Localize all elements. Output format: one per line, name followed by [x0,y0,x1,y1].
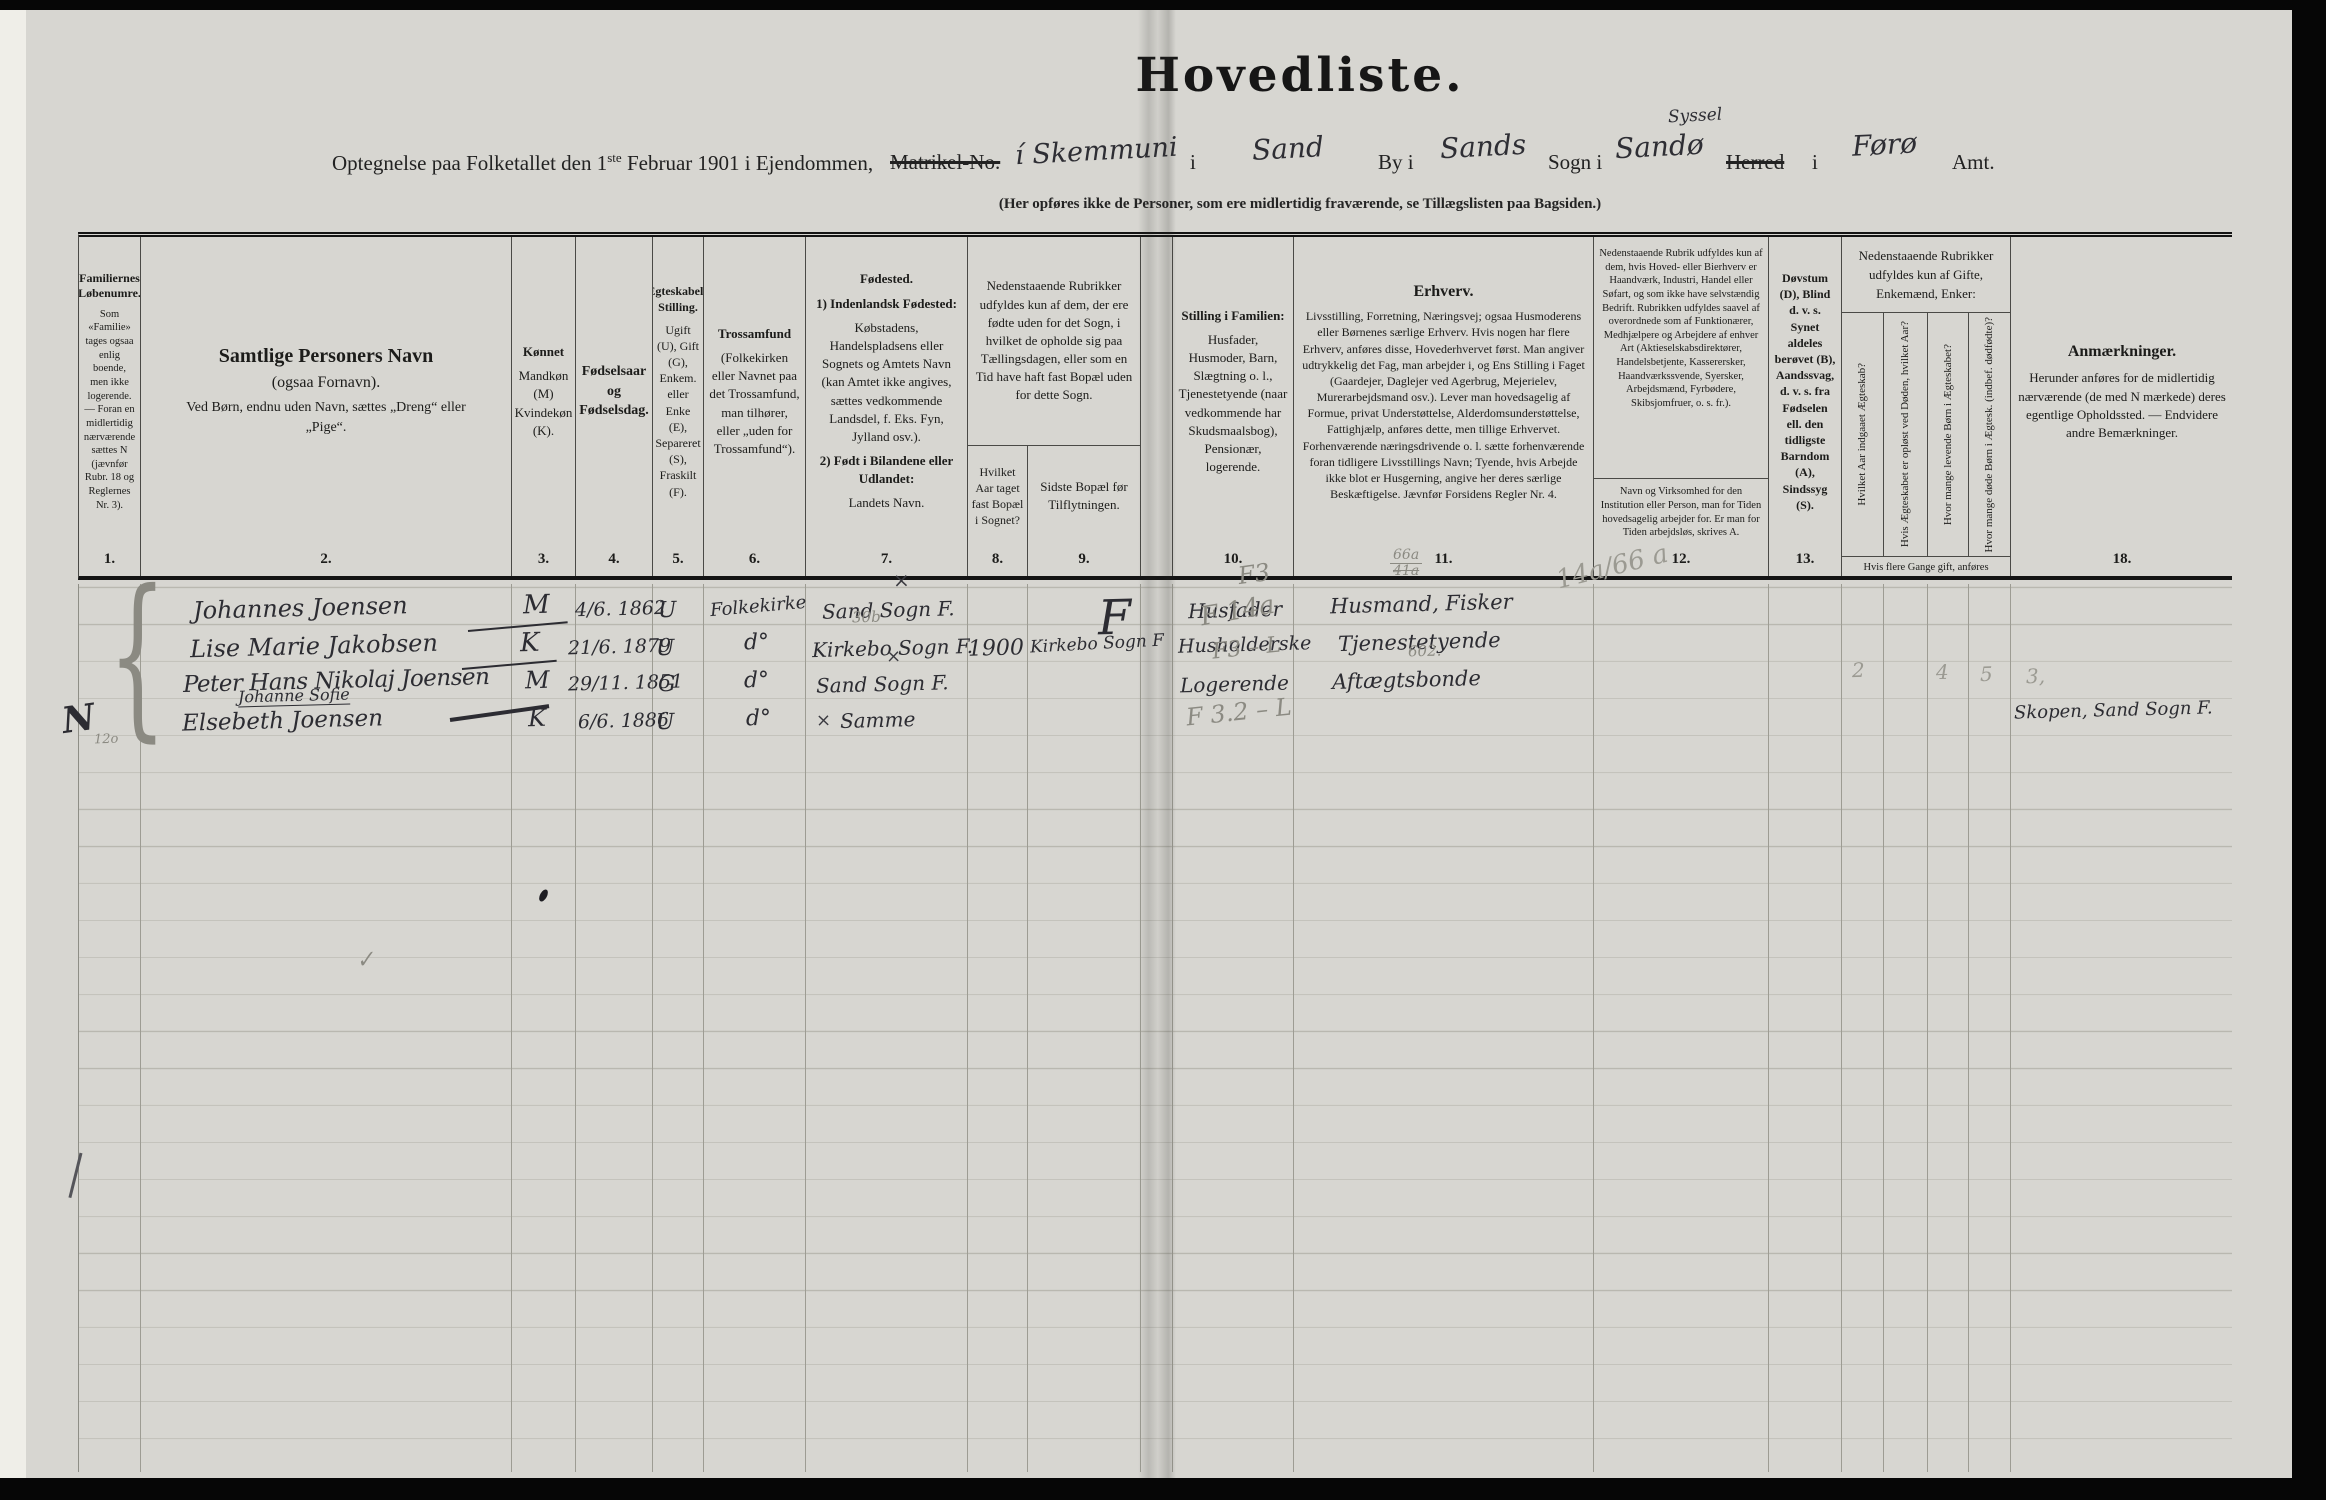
cell-column-17 [1969,584,2011,1472]
cell-column-9 [1028,584,1141,1472]
column-header-family-number: Familiernes Løbenumre. Som «Familie» tage… [79,237,141,576]
cell-column-7 [806,584,968,1472]
column-header-name: Samtlige Personers Navn (ogsaa Fornavn). V… [141,237,512,576]
pencil-tally-col18: 3, [2025,663,2046,689]
column-header-marriage-year: Hvilket Aar indgaaet Ægteskab? [1842,312,1884,557]
entry-sex: K [527,703,547,733]
column-header-settled-year: Hvilket Aar taget fast Bopæl i Sognet? 8… [968,446,1028,576]
by-label: By i [1378,150,1414,174]
entry-faith-ditto: d° [743,667,770,694]
cell-column-13 [1769,584,1842,1472]
syssel-handwritten: Syssel [1667,104,1723,128]
entry-faith-ditto: d° [743,629,770,656]
cell-column-1 [79,584,141,1472]
label-i-1: i [1190,150,1196,174]
cell-fold [1141,584,1173,1472]
instruction-note: (Her opføres ikke de Personer, som ere m… [998,196,1602,212]
cell-column-5 [653,584,704,1472]
column-header-birthplace: Fødested. 1) Indenlandsk Fødested: Købstad… [806,237,968,576]
birthplace-code-pencil: 30b [851,607,881,627]
x-mark: × [892,567,911,593]
cell-column-8 [968,584,1028,1472]
x-mark: × [815,709,832,732]
position-code-pencil: F3 [1236,557,1272,591]
entry-marital: U [655,709,675,736]
entry-name: Johannes Joensen [192,591,408,625]
cell-column-2 [141,584,512,1472]
entry-name: Elsebeth Joensen [181,705,384,737]
column-header-last-residence: Sidste Bopæl før Tilflytningen. 9. [1040,478,1128,567]
cell-column-6 [704,584,806,1472]
column-header-children-dead: Hvor mange døde Børn i Ægtesk. (indbef. … [1983,316,1996,553]
sogn-label: Sogn i [1548,150,1603,174]
by-handwritten: Sand [1251,130,1325,167]
n-margin-mark: N [59,695,98,743]
subtitle-prefix: Optegnelse paa Folketallet den 1ste Febr… [332,150,874,175]
family-brace-mark: { [108,552,167,758]
cell-column-14 [1842,584,1884,1472]
cell-column-3 [512,584,576,1472]
pencil-tally-col16: 4 [1935,659,1950,685]
matrikel-label-struck: Matrikel-No. [890,150,1001,174]
pencil-tally-col17: 5 [1979,661,1994,687]
occupation-code-fraction: 66a 41a [1390,547,1423,580]
entry-birthplace: Sand Sogn F. [821,596,955,624]
column-header-employer-bottom: Navn og Virksomhed for den Institution e… [1594,478,1768,546]
entry-occupation: Aftægtsbonde [1331,666,1482,694]
column-header-remarks: Anmærkninger. Herunder anføres for de mid… [2018,342,2226,567]
herred-handwritten: Sandø [1614,127,1705,166]
entry-marital: U [655,635,675,662]
column-header-sex: Kønnet Mandkøn (M) Kvindekøn (K). 3. [512,237,576,576]
entry-birthplace-same: Samme [839,707,916,733]
n-margin-code: 12o [93,731,119,748]
column-header-disabilities: Døvstum (D), Blind d. v. s. Synet aldele… [1769,237,1842,576]
table-body-grid [78,584,2232,1472]
cell-column-15 [1884,584,1928,1472]
entry-occupation: Husmand, Fisker [1329,589,1513,619]
entry-marital: U [657,597,677,624]
scan-edge [0,10,26,1478]
cell-column-11 [1294,584,1594,1472]
column-header-marriage-dissolved: Hvis Ægteskabet er opløst ved Døden, hvi… [1884,312,1928,557]
column-header-birthdate: Fødselsaar og Fødselsdag. 4. [576,237,653,576]
book-fold-gutter [1141,237,1173,576]
cell-column-10 [1173,584,1294,1472]
x-mark: × [885,645,902,668]
label-i-2: i [1812,150,1818,174]
column-header-household-position: Stilling i Familien: Husfader, Husmoder, … [1173,237,1294,576]
entry-marital: G [657,671,676,698]
marriage-group-footnote: Hvis flere Gange gift, anføres Oplysning… [1842,556,2010,576]
sogn-handwritten: Sands [1439,127,1528,166]
entry-birthplace: Sand Sogn F. [815,670,949,698]
entry-settled-year: 1900 [967,635,1025,662]
column-header-migration-group: Nedenstaaende Rubrikker udfyldes kun af … [968,237,1141,576]
amt-label: Amt. [1952,150,1995,174]
entry-sex: M [522,589,551,621]
page-title: Hovedliste. [1135,48,1465,103]
cell-column-16 [1928,584,1969,1472]
column-header-children-living: Hvor mange levende Børn i Ægteskabet? [1928,312,1969,557]
column-header-faith: Trossamfund (Folkekirken eller Navnet paa… [704,237,806,576]
entry-sex: K [519,627,540,659]
table-header: Familiernes Løbenumre. Som «Familie» tage… [78,232,2232,580]
column-header-employer: Nedenstaaende Rubrik udfyldes kun af dem… [1594,237,1769,576]
entry-faith-ditto: d° [745,705,772,732]
column-header-marriage-group: Nedenstaaende Rubrikker udfyldes kun af … [1842,237,2011,576]
cell-column-12 [1594,584,1769,1472]
pen-flourish-f: F [1097,589,1133,647]
amt-handwritten: Førø [1851,126,1918,163]
entry-sex: M [524,665,550,695]
entry-name-correction: Johanne Sofie [237,684,351,708]
occupation-code-pencil: 602. [1407,641,1442,661]
herred-label-struck: Herred [1726,150,1785,174]
column-header-occupation: Erhverv. Livsstilling, Forretning, Næring… [1294,237,1594,576]
pencil-tally-col14: 2 [1851,657,1866,683]
entry-birthdate: 4/6. 1862 [574,596,667,622]
column-header-marital: Ægteskabelig Stilling.Ugift (U), Gift (G… [653,237,704,576]
cell-column-4 [576,584,653,1472]
